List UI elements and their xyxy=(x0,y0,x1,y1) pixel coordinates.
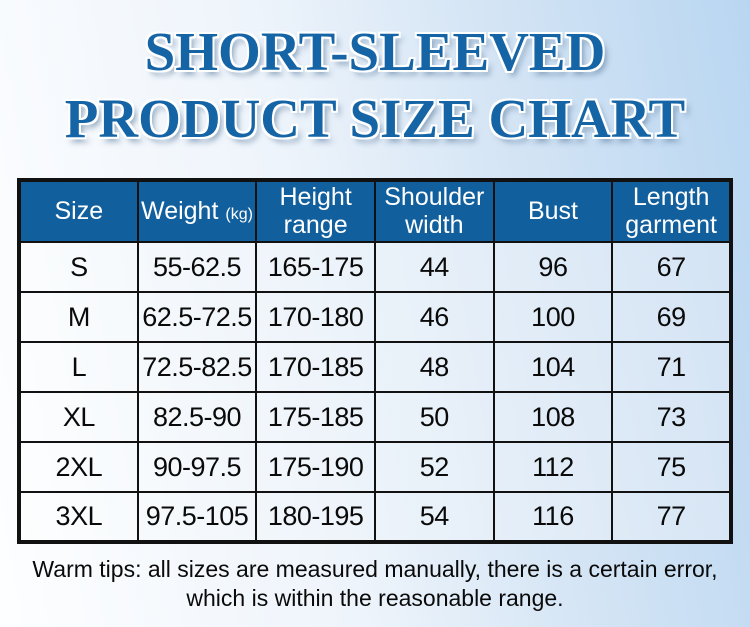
table-row: L 72.5-82.5 170-185 48 104 71 xyxy=(18,341,732,393)
height-range-cell: 175-190 xyxy=(255,441,376,493)
bust-cell: 100 xyxy=(492,291,614,343)
page-title-line-1: SHORT-SLEEVED xyxy=(144,21,606,82)
size-cell: L xyxy=(18,341,139,393)
table-row: 3XL 97.5-105 180-195 54 116 77 xyxy=(18,491,732,543)
column-header-height-range: Height range xyxy=(255,179,376,243)
bust-cell: 116 xyxy=(492,491,614,543)
column-header-weight: Weight (kg) xyxy=(136,179,258,243)
page-title-line-2: PRODUCT SIZE CHART xyxy=(64,88,686,149)
column-header-size: Size xyxy=(18,179,139,243)
table-row: S 55-62.5 165-175 44 96 67 xyxy=(18,241,732,293)
shoulder-width-cell: 52 xyxy=(373,441,495,493)
size-cell: XL xyxy=(18,391,139,443)
height-range-cell: 175-185 xyxy=(255,391,376,443)
height-range-cell: 165-175 xyxy=(255,241,376,293)
header-row: Size Weight (kg) Height range Shoulder w… xyxy=(18,179,732,243)
length-garment-cell: 67 xyxy=(611,241,732,293)
weight-cell: 90-97.5 xyxy=(136,441,258,493)
length-garment-cell: 69 xyxy=(611,291,732,343)
length-garment-cell: 75 xyxy=(611,441,732,493)
size-chart-table: Size Weight (kg) Height range Shoulder w… xyxy=(17,178,733,544)
warm-tips-line-2: which is within the reasonable range. xyxy=(186,585,564,611)
height-range-cell: 170-180 xyxy=(255,291,376,343)
weight-cell: 72.5-82.5 xyxy=(136,341,258,393)
bust-cell: 104 xyxy=(492,341,614,393)
shoulder-width-cell: 46 xyxy=(373,291,495,343)
shoulder-width-cell: 50 xyxy=(373,391,495,443)
size-cell: S xyxy=(18,241,139,293)
size-cell: 3XL xyxy=(18,491,139,543)
warm-tips: Warm tips: all sizes are measured manual… xyxy=(0,555,750,613)
length-garment-cell: 73 xyxy=(611,391,732,443)
shoulder-width-cell: 44 xyxy=(373,241,495,293)
column-header-length-garment: Length garment xyxy=(611,179,732,243)
table-row: M 62.5-72.5 170-180 46 100 69 xyxy=(18,291,732,343)
bust-cell: 108 xyxy=(492,391,614,443)
column-header-shoulder-width: Shoulder width xyxy=(373,179,495,243)
bust-cell: 96 xyxy=(492,241,614,293)
bust-cell: 112 xyxy=(492,441,614,493)
shoulder-width-cell: 54 xyxy=(373,491,495,543)
size-cell: M xyxy=(18,291,139,343)
table-row: XL 82.5-90 175-185 50 108 73 xyxy=(18,391,732,443)
column-header-bust: Bust xyxy=(492,179,614,243)
weight-cell: 82.5-90 xyxy=(136,391,258,443)
size-chart-header: Size Weight (kg) Height range Shoulder w… xyxy=(18,179,732,243)
size-chart-body: S 55-62.5 165-175 44 96 67 M 62.5-72.5 1… xyxy=(18,241,732,543)
length-garment-cell: 77 xyxy=(611,491,732,543)
weight-cell: 55-62.5 xyxy=(136,241,258,293)
size-cell: 2XL xyxy=(18,441,139,493)
warm-tips-line-1: Warm tips: all sizes are measured manual… xyxy=(32,556,718,582)
table-row: 2XL 90-97.5 175-190 52 112 75 xyxy=(18,441,732,493)
weight-unit-label: (kg) xyxy=(225,205,253,223)
page-title: SHORT-SLEEVED PRODUCT SIZE CHART xyxy=(0,0,750,152)
length-garment-cell: 71 xyxy=(611,341,732,393)
height-range-cell: 180-195 xyxy=(255,491,376,543)
weight-cell: 97.5-105 xyxy=(136,491,258,543)
weight-cell: 62.5-72.5 xyxy=(136,291,258,343)
shoulder-width-cell: 48 xyxy=(373,341,495,393)
height-range-cell: 170-185 xyxy=(255,341,376,393)
